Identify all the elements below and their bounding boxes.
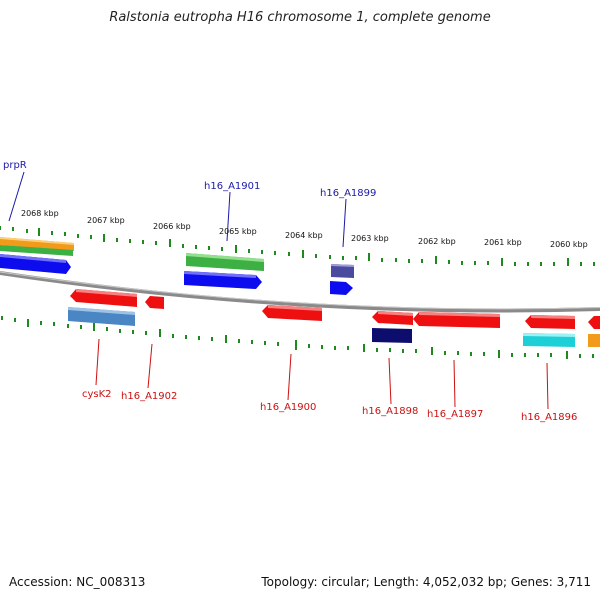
gene-box-navy-h16-A1898[interactable] <box>372 328 412 343</box>
gene-label-prpR[interactable]: prpR <box>3 160 27 171</box>
gene-label-h16-A1902[interactable]: h16_A1902 <box>121 391 177 402</box>
gene-arrow-green-prpR[interactable] <box>0 245 73 256</box>
map-title: Ralstonia eutropha H16 chromosome 1, com… <box>109 10 491 25</box>
scale-label-2061: 2061 kbp <box>484 238 522 247</box>
gene-label-h16-A1898[interactable]: h16_A1898 <box>362 406 418 417</box>
scale-label-2068: 2068 kbp <box>21 209 59 218</box>
scale-label-2063: 2063 kbp <box>351 234 389 243</box>
gene-label-h16-A1896[interactable]: h16_A1896 <box>521 412 577 423</box>
scale-label-2060: 2060 kbp <box>550 240 588 249</box>
accession-text: Accession: NC_008313 <box>9 575 146 589</box>
scale-label-2067: 2067 kbp <box>87 216 125 225</box>
gene-arrow-blue-h16-A1899[interactable] <box>330 281 353 295</box>
gene-box-orange-edge[interactable] <box>588 334 600 347</box>
gene-arrow-red-edge[interactable] <box>588 316 600 329</box>
chromosome-backbone <box>0 271 600 313</box>
reverse-features <box>68 289 600 347</box>
scale-label-2064: 2064 kbp <box>285 231 323 240</box>
gene-label-cysK2[interactable]: cysK2 <box>82 389 112 400</box>
scale-label-2062: 2062 kbp <box>418 237 456 246</box>
gene-arrow-red-h16-A1902[interactable] <box>145 296 164 309</box>
topology-text: Topology: circular; Length: 4,052,032 bp… <box>261 575 591 589</box>
gene-box-navy-h16-A1899[interactable] <box>331 264 354 278</box>
leader-lines <box>8 171 549 410</box>
forward-features <box>0 237 354 295</box>
lower-tick-track <box>1 316 594 359</box>
upper-tick-track <box>0 226 595 266</box>
gene-label-h16-A1899[interactable]: h16_A1899 <box>320 188 376 199</box>
scale-label-2065: 2065 kbp <box>219 227 257 236</box>
gene-label-h16-A1900[interactable]: h16_A1900 <box>260 402 316 413</box>
scale-label-2066: 2066 kbp <box>153 222 191 231</box>
gene-label-h16-A1897[interactable]: h16_A1897 <box>427 409 483 420</box>
gene-label-h16-A1901[interactable]: h16_A1901 <box>204 181 260 192</box>
